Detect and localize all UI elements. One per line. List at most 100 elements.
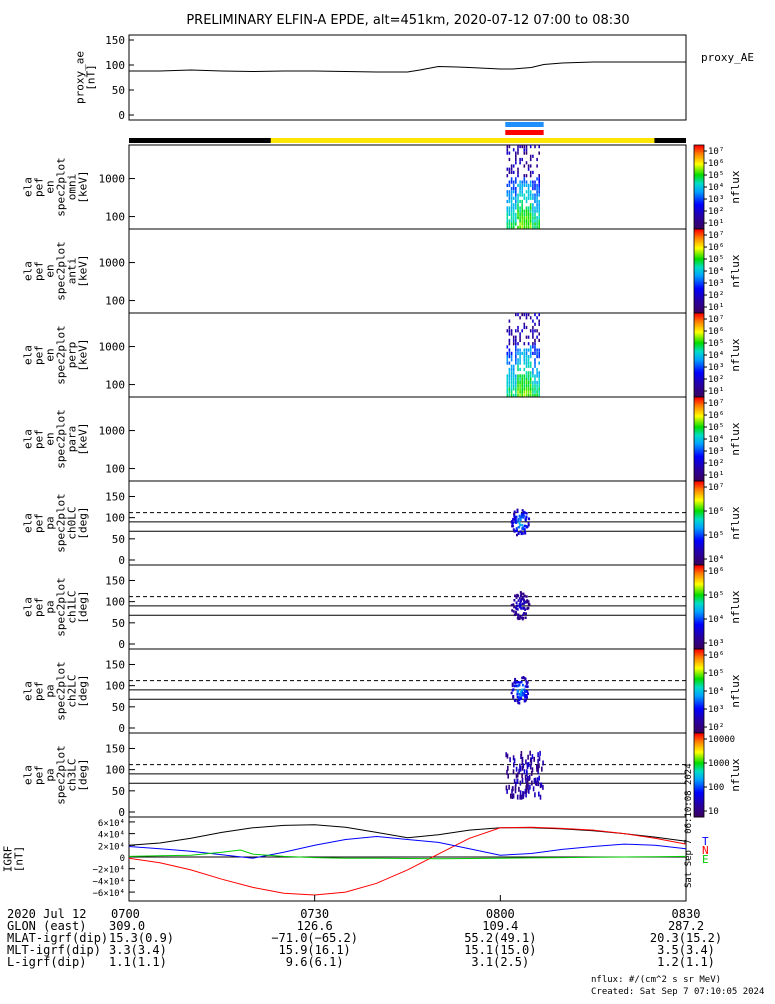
colorbar-cell bbox=[694, 464, 704, 467]
x-axis-row-label: MLAT-igrf(dip) bbox=[7, 931, 108, 945]
spectrogram-pixel bbox=[538, 384, 540, 388]
colorbar-cell bbox=[694, 468, 704, 471]
colorbar-cell bbox=[694, 418, 704, 420]
spectrogram-pixel bbox=[517, 196, 519, 200]
colorbar-cell bbox=[694, 611, 704, 614]
colorbar-cell bbox=[694, 766, 704, 769]
pa-pixel bbox=[513, 510, 516, 513]
colorbar-cell bbox=[694, 556, 704, 559]
colorbar-tick-label: 10⁶ bbox=[708, 567, 724, 577]
pa-pixel bbox=[517, 599, 520, 602]
colorbar-cell bbox=[694, 789, 704, 791]
colorbar-cell bbox=[694, 696, 704, 699]
spectrogram-pixel bbox=[521, 393, 523, 397]
spectrogram-pixel bbox=[508, 212, 511, 216]
spectrogram-pixel bbox=[523, 374, 526, 378]
colorbar-cell bbox=[694, 521, 704, 524]
spectrogram-pixel bbox=[515, 199, 517, 204]
colorbar-cell bbox=[694, 450, 704, 453]
colorbar-cell bbox=[694, 622, 704, 625]
colorbar-cell bbox=[694, 602, 704, 605]
spectrogram-pixel bbox=[536, 371, 538, 375]
pa-pixel bbox=[536, 764, 538, 770]
colorbar-cell bbox=[694, 188, 704, 191]
pa-pixel bbox=[525, 515, 528, 518]
colorbar-cell bbox=[694, 322, 704, 325]
x-axis-cell: 3.5(3.4) bbox=[657, 943, 715, 957]
colorbar-cell bbox=[694, 588, 704, 591]
colorbar-cell bbox=[694, 577, 704, 580]
spectrogram-pixel bbox=[532, 219, 534, 223]
spectrogram-pixel bbox=[517, 367, 519, 372]
colorbar-cell bbox=[694, 156, 704, 159]
spectrogram-pixel bbox=[508, 145, 511, 149]
x-axis-cell: 1.2(1.1) bbox=[657, 955, 715, 969]
panels: 150100500proxy_ae[nT]proxy_AE1000100elap… bbox=[2, 34, 754, 902]
pa-pixel bbox=[525, 595, 528, 598]
colorbar-cell bbox=[694, 665, 704, 668]
colorbar-cell bbox=[694, 525, 704, 528]
y-axis-label-line: [deg] bbox=[77, 758, 90, 791]
pa-pixel bbox=[526, 787, 528, 793]
colorbar-cell bbox=[694, 471, 704, 474]
colorbar-cell bbox=[694, 749, 704, 752]
spectrogram-pixel bbox=[519, 361, 521, 365]
spectrogram-pixel bbox=[527, 342, 530, 346]
spectrogram-pixel bbox=[515, 387, 517, 391]
colorbar-cell bbox=[694, 213, 704, 216]
colorbar-cell bbox=[694, 663, 704, 665]
y-axis-label-line: [deg] bbox=[77, 590, 90, 623]
y-axis-label-line: en bbox=[44, 264, 57, 277]
spectrogram-pixel bbox=[538, 371, 540, 375]
colorbar-cell bbox=[694, 686, 704, 689]
spectrogram-pixel bbox=[523, 148, 526, 152]
spectrogram-pixel bbox=[529, 377, 532, 381]
colorbar-cell bbox=[694, 411, 704, 413]
colorbar-cell bbox=[694, 650, 704, 653]
colorbar-cell bbox=[694, 187, 704, 189]
spectrogram-pixel bbox=[529, 212, 532, 216]
spectrogram-pixel bbox=[525, 216, 528, 220]
spectrogram-pixel bbox=[517, 212, 519, 216]
spectrogram-pixel bbox=[512, 190, 515, 194]
y-tick-label: 1000 bbox=[99, 173, 126, 186]
pa-pixel bbox=[518, 683, 521, 687]
panel-frame bbox=[128, 228, 687, 314]
spectrogram-pixel bbox=[525, 393, 528, 397]
spectrogram-pixel bbox=[529, 190, 532, 194]
pa-pixel bbox=[512, 769, 515, 775]
colorbar-cell bbox=[694, 279, 704, 282]
spectrogram-pixel bbox=[525, 351, 528, 355]
colorbar-cell bbox=[694, 800, 704, 803]
pa-pixel bbox=[521, 756, 524, 762]
pa-pixel bbox=[523, 511, 526, 514]
colorbar-cell bbox=[694, 276, 704, 279]
spectrogram-pixel bbox=[517, 216, 519, 220]
spectrogram-pixel bbox=[527, 361, 530, 365]
pa-pixel bbox=[515, 527, 518, 530]
y-axis-label-line: en bbox=[44, 432, 57, 445]
spectrogram-pixel bbox=[534, 313, 536, 317]
panel-frame bbox=[128, 480, 687, 566]
spectrogram-pixel bbox=[510, 393, 513, 397]
spectrogram-pixel bbox=[532, 351, 534, 355]
colorbar-cell bbox=[694, 772, 704, 775]
y-tick-label: 150 bbox=[105, 574, 125, 587]
colorbar-cell bbox=[694, 349, 704, 352]
colorbar-cell bbox=[694, 434, 704, 437]
marker-bar-red bbox=[505, 130, 544, 135]
colorbar-tick-label: 10⁷ bbox=[708, 147, 724, 157]
pa-pixel bbox=[522, 598, 525, 601]
panel-spec_anti: 1000 100 bbox=[99, 228, 687, 314]
pa-pixel bbox=[519, 691, 522, 694]
y-axis-label-line: [deg] bbox=[77, 506, 90, 539]
colorbar-cell bbox=[694, 206, 704, 209]
pa-pixel bbox=[526, 781, 528, 787]
spectrogram-pixel bbox=[529, 225, 532, 229]
colorbar-cell bbox=[694, 720, 704, 723]
spectrogram-pixel bbox=[538, 332, 540, 336]
colorbar-cell bbox=[694, 388, 704, 391]
colorbar-cell bbox=[694, 636, 704, 639]
pa-pixel bbox=[520, 754, 522, 759]
spectrogram-pixel bbox=[529, 371, 532, 375]
